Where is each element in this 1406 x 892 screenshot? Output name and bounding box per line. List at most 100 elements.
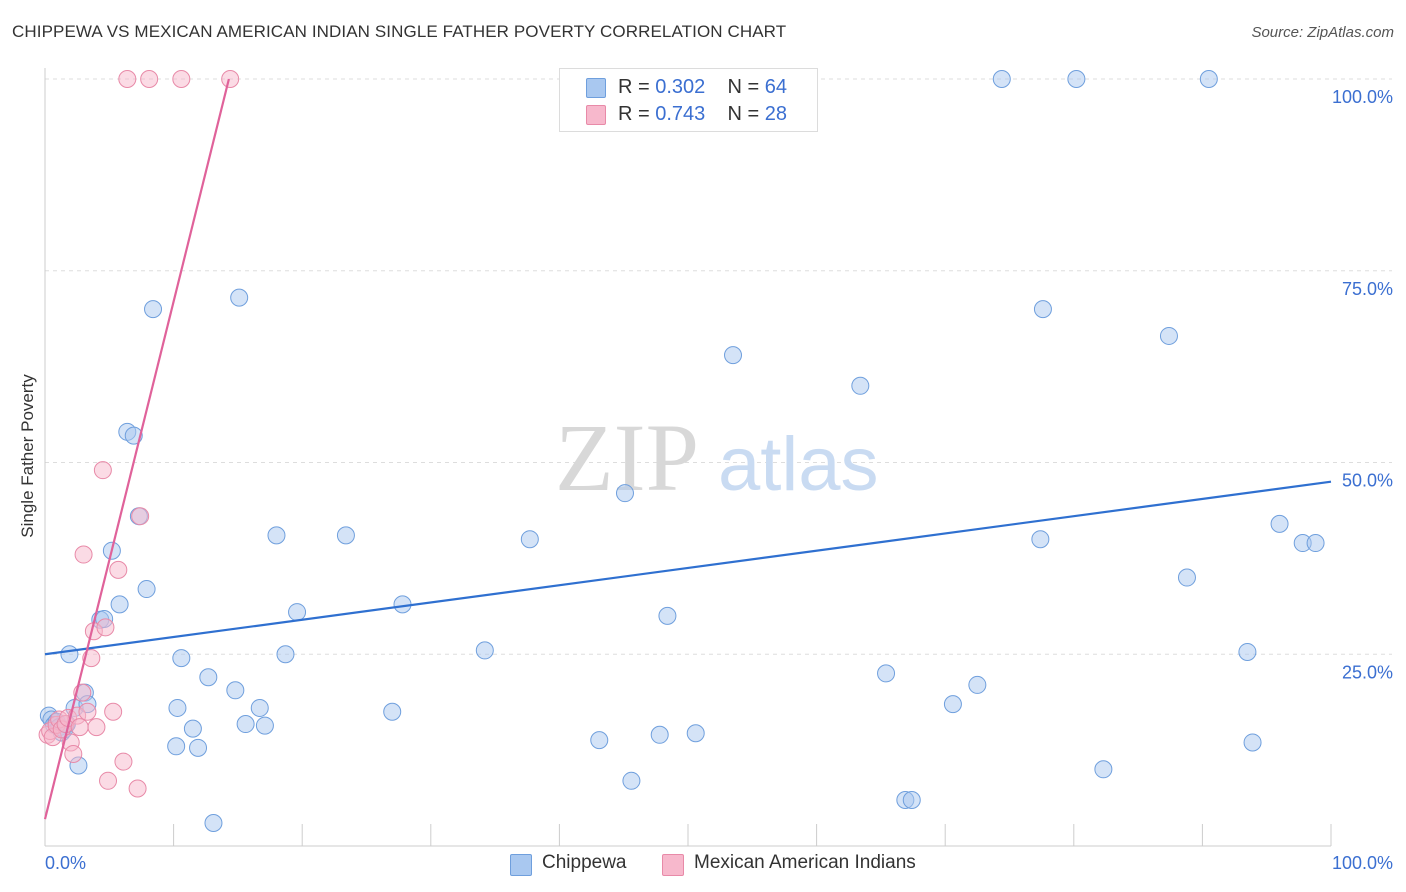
point-mexican: [221, 70, 240, 88]
mexican-legend-swatch: [662, 854, 684, 876]
y-tick-label: 75.0%: [1342, 279, 1393, 299]
point-chippewa: [189, 738, 208, 757]
point-mexican: [99, 771, 118, 790]
point-mexican: [172, 70, 191, 88]
point-chippewa: [622, 771, 641, 790]
point-chippewa: [658, 606, 677, 625]
point-mexican: [78, 702, 97, 721]
r-value-mexican: 0.743: [655, 103, 706, 125]
point-chippewa: [968, 675, 987, 694]
n-value-chippewa: 64: [764, 76, 788, 98]
point-chippewa: [1243, 733, 1262, 752]
point-mexican: [96, 618, 115, 637]
point-chippewa: [267, 526, 286, 545]
point-chippewa: [877, 664, 896, 683]
point-chippewa: [168, 698, 187, 717]
point-chippewa: [276, 645, 295, 664]
point-chippewa: [1306, 534, 1325, 553]
stats-legend: R = 0.302 N = 64 R = 0.743 N = 28: [559, 68, 818, 132]
y-tick-label: 25.0%: [1342, 662, 1393, 682]
r-value-chippewa: 0.302: [655, 76, 706, 98]
legend-label-mexican: Mexican American Indians: [694, 852, 916, 873]
point-chippewa: [1199, 70, 1218, 88]
n-label: N =: [727, 103, 760, 125]
point-mexican: [109, 560, 128, 579]
chippewa-swatch: [586, 78, 606, 98]
trendline-mexican: [43, 78, 230, 820]
r-label: R =: [618, 76, 650, 98]
point-chippewa: [590, 731, 609, 750]
point-mexican: [140, 70, 159, 88]
point-chippewa: [475, 641, 494, 660]
x-tick-label-max: 100.0%: [1332, 853, 1393, 873]
point-chippewa: [902, 790, 921, 809]
point-chippewa: [60, 645, 79, 664]
trendline-chippewa: [44, 480, 1332, 656]
point-mexican: [128, 779, 147, 798]
point-chippewa: [137, 580, 156, 599]
point-chippewa: [615, 484, 634, 503]
point-chippewa: [144, 300, 163, 319]
point-mexican: [87, 718, 106, 737]
tick-labels: 100.0% 75.0% 50.0% 25.0% 0.0% 100.0%: [45, 87, 1393, 873]
point-chippewa: [204, 813, 223, 832]
y-axis-label: Single Father Poverty: [18, 374, 37, 538]
point-mexican: [104, 702, 123, 721]
point-chippewa: [1177, 568, 1196, 587]
point-chippewa: [172, 649, 191, 668]
point-chippewa: [724, 346, 743, 365]
point-chippewa: [255, 716, 274, 735]
chippewa-legend-swatch: [510, 854, 532, 876]
point-chippewa: [183, 719, 202, 738]
point-chippewa: [1031, 530, 1050, 549]
n-value-mexican: 28: [764, 103, 788, 125]
point-chippewa: [943, 695, 962, 714]
point-mexican: [114, 752, 133, 771]
point-chippewa: [230, 288, 249, 307]
point-chippewa: [1094, 760, 1113, 779]
point-chippewa: [383, 702, 402, 721]
point-chippewa: [1033, 300, 1052, 319]
point-chippewa: [1067, 70, 1086, 88]
point-chippewa: [199, 668, 218, 687]
watermark-atlas: atlas: [718, 422, 879, 507]
point-chippewa: [1159, 326, 1178, 345]
grid-lines: [45, 78, 1392, 655]
point-mexican: [131, 507, 150, 526]
y-tick-label: 100.0%: [1332, 87, 1393, 107]
point-mexican: [70, 718, 89, 737]
point-chippewa: [250, 698, 269, 717]
point-chippewa: [686, 724, 705, 743]
point-chippewa: [1270, 514, 1289, 533]
r-label: R =: [618, 103, 650, 125]
source-label: Source: ZipAtlas.com: [1251, 24, 1394, 41]
point-chippewa: [124, 426, 143, 445]
axes: [44, 68, 1332, 847]
y-tick-label: 50.0%: [1342, 471, 1393, 491]
point-mexican: [74, 545, 93, 564]
point-chippewa: [992, 70, 1011, 88]
point-mexican: [93, 461, 112, 480]
series-mexican-american-indians: [38, 70, 240, 798]
series-chippewa: [39, 70, 1325, 832]
legend-label-chippewa: Chippewa: [542, 852, 627, 873]
chart-title: CHIPPEWA VS MEXICAN AMERICAN INDIAN SING…: [12, 22, 787, 41]
point-chippewa: [167, 737, 186, 756]
point-mexican: [118, 70, 137, 88]
series-legend: Chippewa Mexican American Indians: [0, 852, 1406, 876]
point-chippewa: [336, 526, 355, 545]
point-chippewa: [288, 603, 307, 622]
x-tick-label-min: 0.0%: [45, 853, 86, 873]
trendlines: [43, 78, 1332, 820]
point-chippewa: [1238, 642, 1257, 661]
point-chippewa: [851, 376, 870, 395]
point-chippewa: [520, 530, 539, 549]
point-chippewa: [226, 681, 245, 700]
mexican-swatch: [586, 105, 606, 125]
point-mexican: [64, 744, 83, 763]
point-chippewa: [236, 715, 255, 734]
point-chippewa: [110, 595, 129, 614]
n-label: N =: [727, 76, 760, 98]
point-chippewa: [650, 725, 669, 744]
